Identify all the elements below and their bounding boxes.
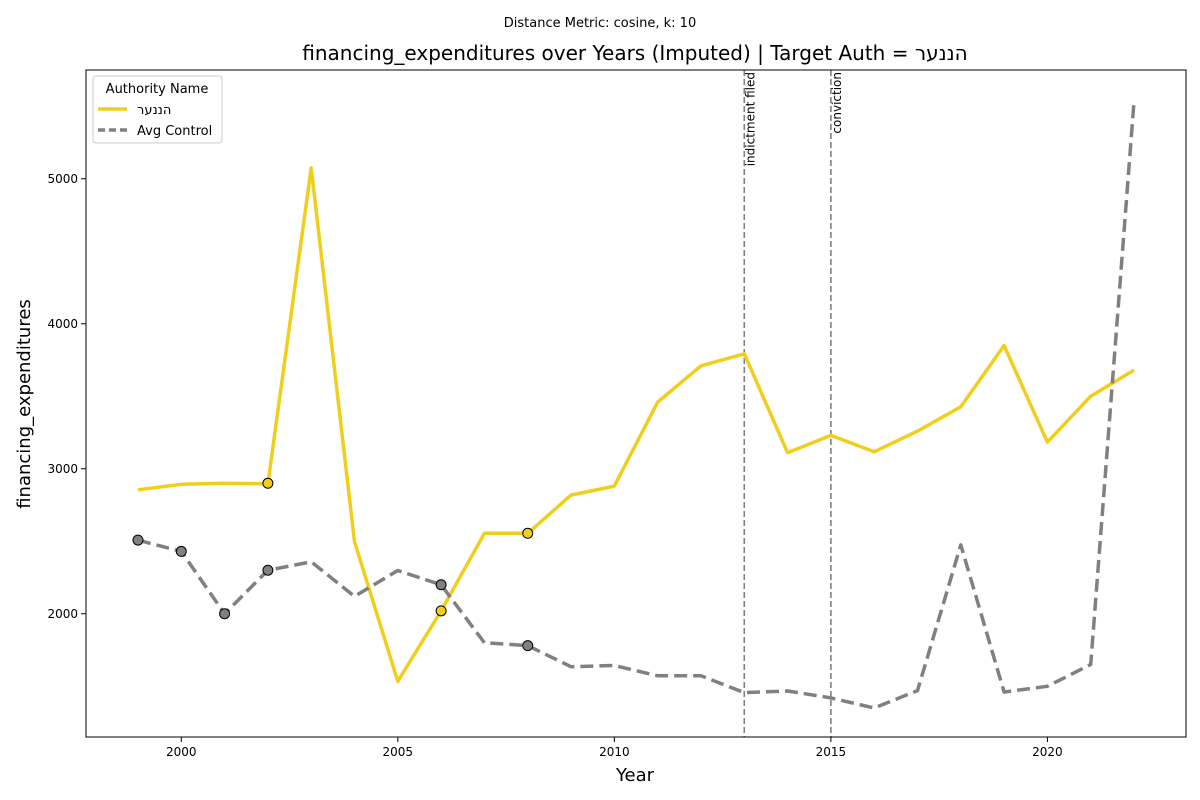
- x-tick-label: 2015: [816, 745, 847, 759]
- data-point-marker: [435, 605, 447, 617]
- data-point-marker: [219, 608, 231, 620]
- chart-suptitle: Distance Metric: cosine, k: 10: [504, 16, 696, 31]
- axes-frame: [85, 69, 1187, 738]
- plot-area: indictment filed conviction 2000 2005 2010 20…: [47, 69, 1187, 759]
- x-tick-label: 2020: [1032, 745, 1063, 759]
- x-tick-label: 2010: [599, 745, 630, 759]
- event-line-label: conviction: [830, 72, 844, 134]
- data-point-marker: [435, 579, 447, 591]
- event-line-label: indictment filed: [743, 72, 757, 166]
- y-tick-label: 4000: [47, 317, 78, 331]
- data-point-marker: [262, 564, 274, 576]
- chart-title: financing_expenditures over Years (Imput…: [302, 41, 967, 65]
- legend-title: Authority Name: [106, 82, 209, 97]
- y-tick-label: 3000: [47, 462, 78, 476]
- data-point-marker: [262, 477, 274, 489]
- data-point-marker: [132, 534, 144, 546]
- data-point-marker: [175, 545, 187, 557]
- y-tick-label: 5000: [47, 172, 78, 186]
- x-tick-label: 2005: [383, 745, 414, 759]
- y-axis-title: financing_expenditures: [14, 299, 35, 509]
- series-line: [137, 166, 1135, 684]
- x-tick-label: 2000: [166, 745, 197, 759]
- series-line: [137, 101, 1136, 710]
- legend: Authority Name הננער Avg Control: [92, 75, 223, 144]
- y-tick-label: 2000: [47, 607, 78, 621]
- data-point-marker: [522, 640, 534, 652]
- legend-entry-label: Avg Control: [137, 124, 212, 139]
- x-axis-title: Year: [615, 765, 655, 786]
- legend-box: [92, 75, 223, 144]
- legend-entry-label: הננער: [137, 103, 171, 118]
- data-point-marker: [522, 527, 534, 539]
